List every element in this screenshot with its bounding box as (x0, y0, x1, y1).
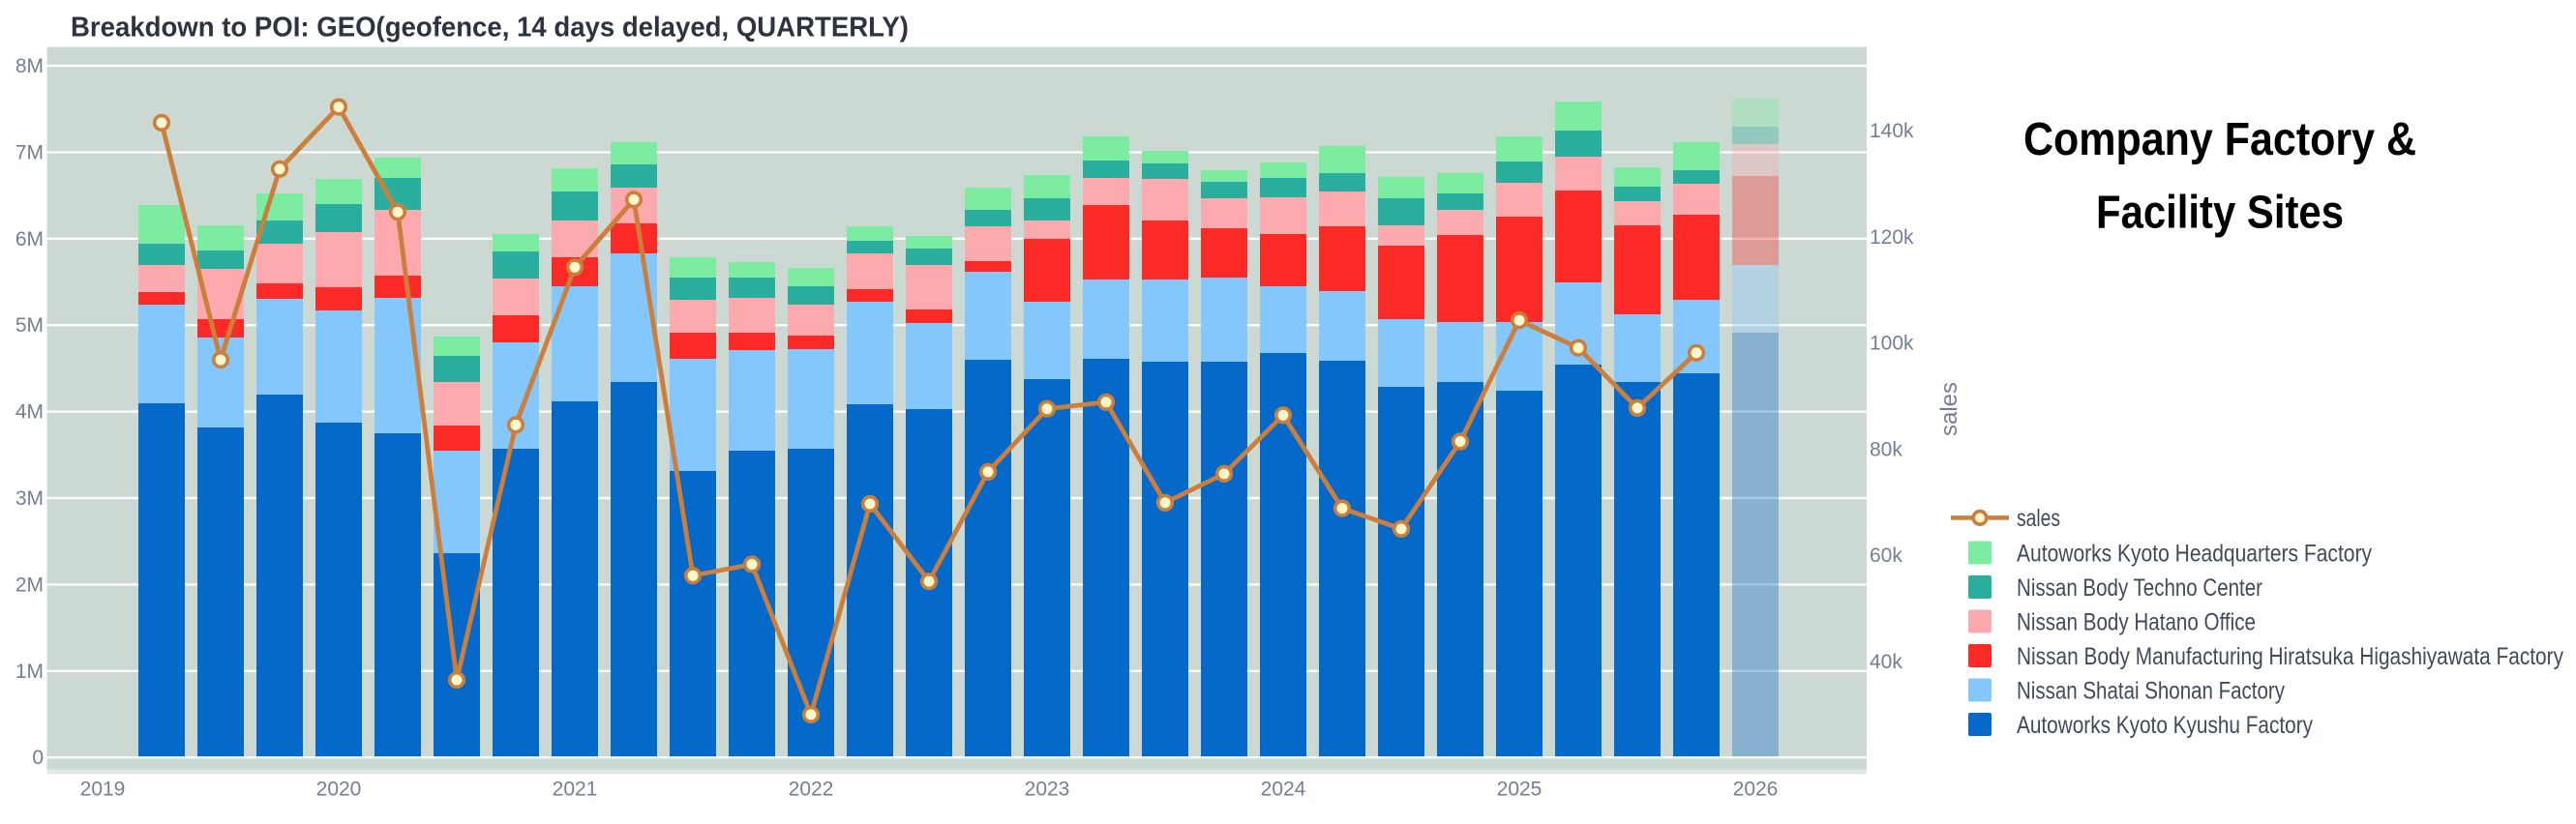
svg-text:2026: 2026 (1733, 779, 1779, 801)
svg-text:Nissan Body Techno Center: Nissan Body Techno Center (2017, 574, 2262, 602)
svg-text:80k: 80k (1870, 438, 1902, 460)
svg-text:60k: 60k (1870, 544, 1902, 567)
svg-text:6M: 6M (15, 228, 44, 250)
svg-text:2022: 2022 (789, 779, 834, 801)
svg-text:Company Factory &: Company Factory & (2023, 114, 2416, 165)
svg-text:Autoworks Kyoto Kyushu Factory: Autoworks Kyoto Kyushu Factory (2017, 712, 2313, 739)
svg-text:100k: 100k (1870, 333, 1914, 355)
svg-text:7M: 7M (15, 141, 44, 163)
svg-text:2M: 2M (15, 574, 44, 596)
svg-text:sales: sales (1936, 382, 1962, 436)
svg-text:2024: 2024 (1261, 779, 1306, 801)
svg-text:sales: sales (2017, 505, 2060, 532)
svg-text:Nissan Body Manufacturing Hira: Nissan Body Manufacturing Hiratsuka Higa… (2017, 643, 2563, 670)
svg-text:Nissan Shatai Shonan Factory: Nissan Shatai Shonan Factory (2017, 678, 2285, 705)
svg-text:1M: 1M (15, 661, 44, 683)
svg-text:4M: 4M (15, 401, 44, 424)
svg-text:140k: 140k (1870, 120, 1914, 142)
svg-text:2021: 2021 (553, 779, 598, 801)
svg-text:Breakdown to POI: GEO(geofence: Breakdown to POI: GEO(geofence, 14 days … (71, 13, 909, 44)
svg-text:120k: 120k (1870, 226, 1914, 249)
svg-text:Autoworks Kyoto Headquarters F: Autoworks Kyoto Headquarters Factory (2017, 541, 2372, 568)
svg-text:2023: 2023 (1025, 779, 1070, 801)
svg-text:Facility Sites: Facility Sites (2096, 188, 2344, 239)
svg-text:0: 0 (32, 747, 44, 769)
svg-text:2025: 2025 (1497, 779, 1543, 801)
svg-text:5M: 5M (15, 314, 44, 337)
svg-text:2019: 2019 (80, 779, 126, 801)
svg-text:8M: 8M (15, 55, 44, 77)
svg-text:2020: 2020 (316, 779, 362, 801)
svg-text:40k: 40k (1870, 651, 1902, 673)
svg-text:3M: 3M (15, 487, 44, 510)
svg-text:Nissan Body Hatano Office: Nissan Body Hatano Office (2017, 609, 2256, 636)
